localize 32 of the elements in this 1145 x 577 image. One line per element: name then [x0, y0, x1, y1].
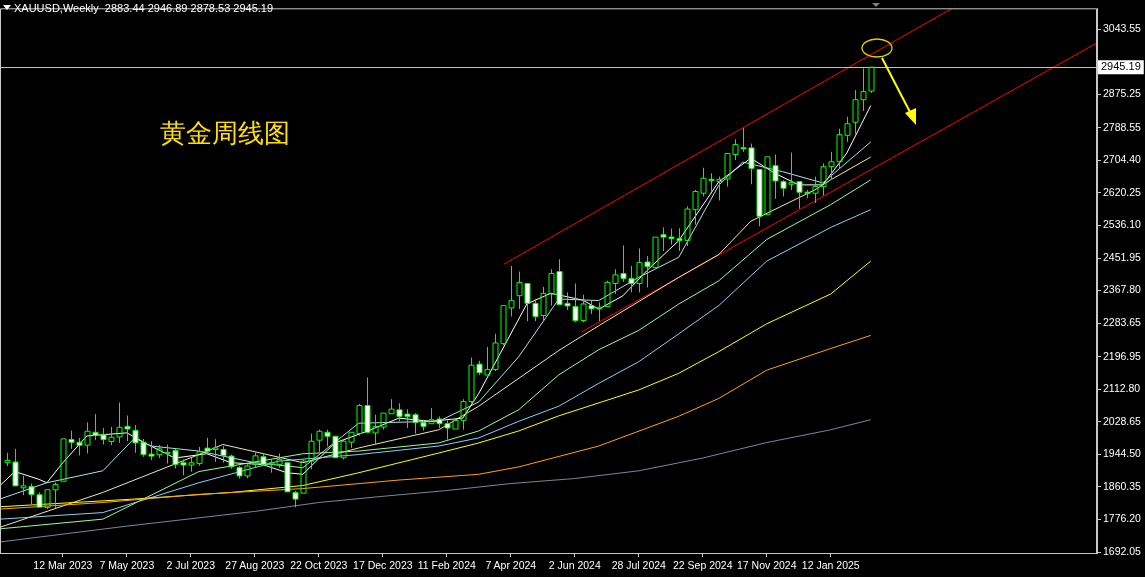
chart-title: XAUUSD,Weekly 2883.44 2946.89 2878.53 2945.19	[14, 2, 274, 15]
x-tick-label: 7 Apr 2024	[485, 559, 537, 572]
x-tick-label: 2 Jul 2023	[166, 559, 216, 572]
y-tick-label: 1692.05	[1103, 544, 1142, 557]
y-tick-label: 2283.65	[1103, 316, 1142, 329]
y-tick-label: 1944.50	[1103, 447, 1142, 460]
y-tick-label: 2196.95	[1103, 349, 1142, 362]
y-tick-label: 2875.25	[1103, 87, 1142, 100]
y-tick-label: 2536.10	[1103, 218, 1142, 231]
y-tick-label: 2028.65	[1103, 414, 1142, 427]
y-tick-label: 1776.20	[1103, 512, 1142, 525]
x-tick-label: 2 Jun 2024	[548, 559, 601, 572]
x-tick-label: 28 Jul 2024	[611, 559, 667, 572]
annotation: 黄金周线图	[160, 118, 290, 149]
y-tick-label: 2451.95	[1103, 250, 1142, 263]
y-tick-label: 1860.35	[1103, 479, 1142, 492]
x-tick-label: 12 Mar 2023	[33, 559, 93, 572]
x-tick-label: 22 Oct 2023	[290, 559, 348, 572]
x-tick-label: 7 May 2023	[99, 559, 155, 572]
y-tick-label: 2620.25	[1103, 185, 1142, 198]
x-tick-label: 12 Jan 2025	[801, 559, 860, 572]
x-tick-label: 27 Aug 2023	[225, 559, 285, 572]
y-tick-label: 2367.80	[1103, 283, 1142, 296]
x-tick-label: 11 Feb 2024	[417, 559, 477, 572]
x-tick-label: 22 Sep 2024	[672, 559, 733, 572]
y-tick-label: 2788.55	[1103, 120, 1142, 133]
y-tick-label: 2112.80	[1103, 382, 1141, 395]
x-tick-label: 17 Nov 2024	[736, 559, 797, 572]
y-tick-label: 3043.55	[1103, 22, 1142, 35]
x-tick-label: 17 Dec 2023	[353, 559, 413, 572]
ref-line-label: 2945.19	[1101, 60, 1141, 73]
y-tick-label: 2704.40	[1103, 153, 1142, 166]
